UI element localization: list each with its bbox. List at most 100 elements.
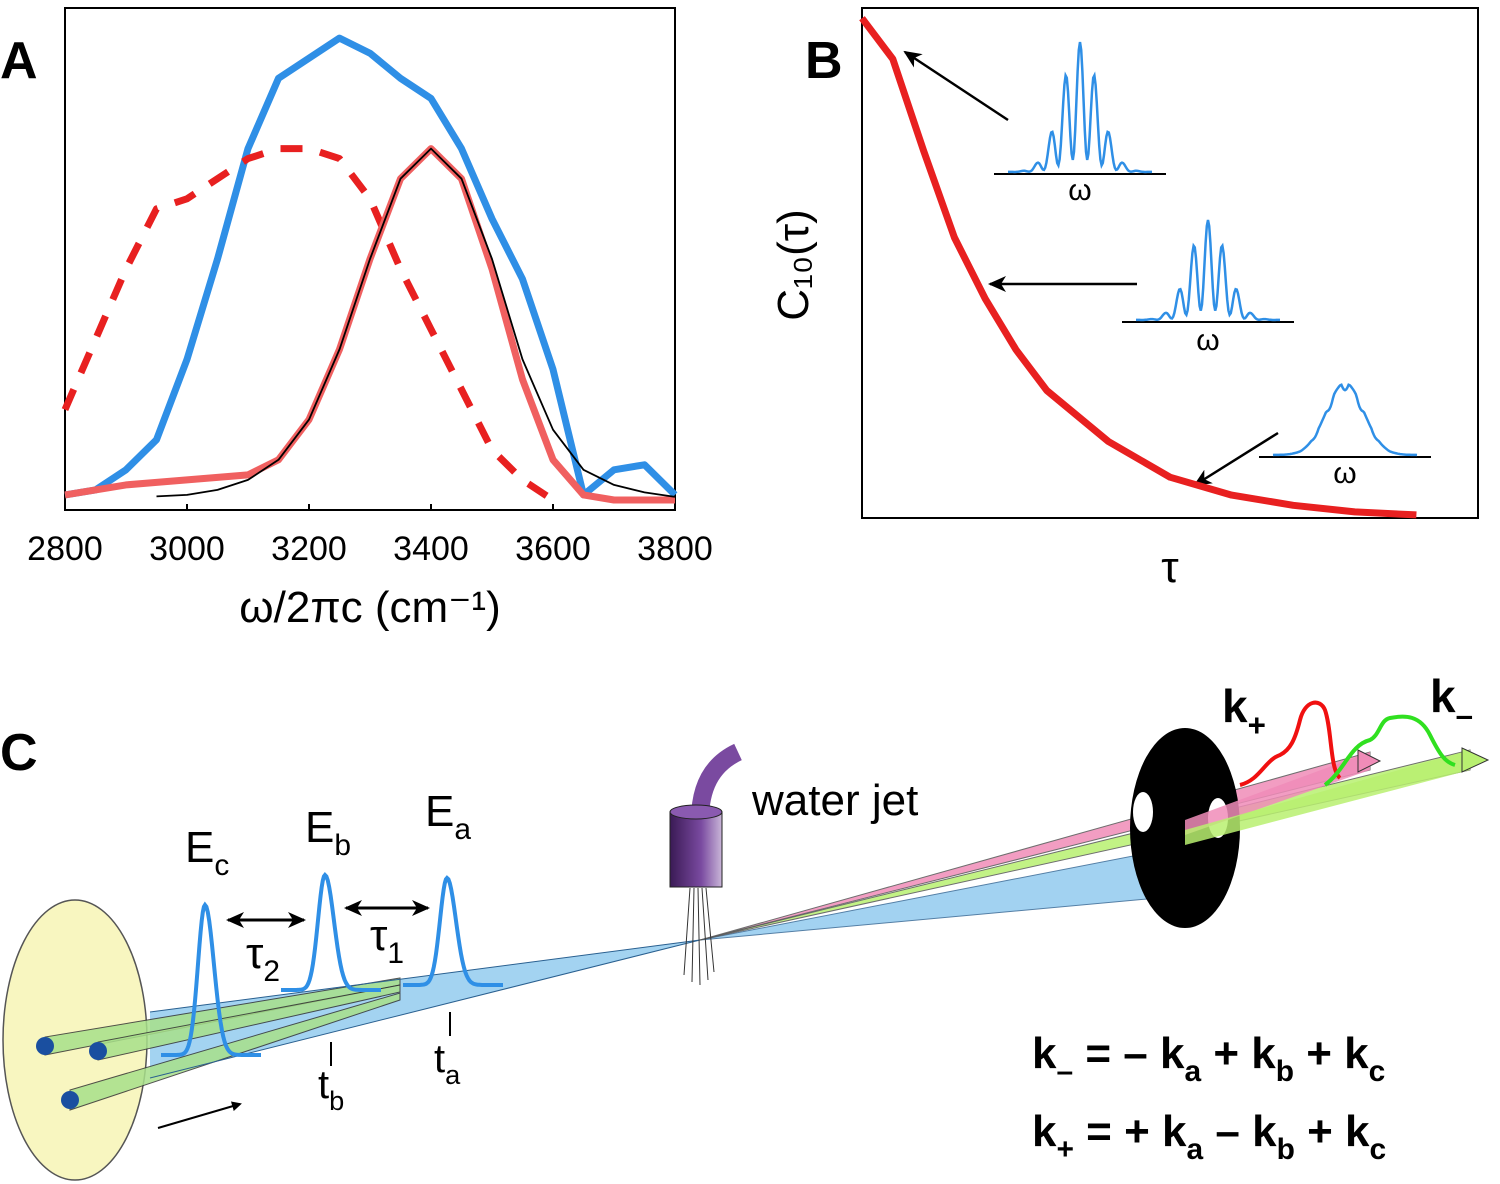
text: k (1252, 1107, 1277, 1156)
delay-label: τ2 (246, 929, 280, 988)
subscript: 2 (263, 955, 280, 988)
subscript: a (445, 1059, 461, 1090)
inset-label: ω (1068, 174, 1091, 207)
jet (683, 887, 715, 986)
setup (2, 50, 1490, 1181)
pulse (1239, 700, 1342, 787)
series-line (64, 145, 675, 504)
text: – (1203, 1107, 1252, 1156)
subscript: + (1248, 708, 1266, 743)
text: k (1032, 1107, 1057, 1156)
text: + (1295, 1107, 1345, 1156)
subscript: b (334, 829, 351, 862)
text: k (1251, 1029, 1276, 1078)
inset-label: ω (1333, 457, 1356, 490)
text: k (1032, 1029, 1057, 1078)
text: t (434, 1037, 445, 1081)
jet-label: water jet (751, 776, 918, 825)
text: k (1160, 1029, 1185, 1078)
subscript: b (329, 1085, 344, 1116)
hole (1133, 792, 1153, 832)
series-line (156, 147, 676, 498)
series-line (64, 34, 678, 499)
output-label: k+ (1222, 680, 1266, 743)
output-label: k– (1430, 670, 1473, 733)
water-jet (669, 743, 743, 986)
x-tick-label: 3200 (271, 530, 347, 568)
subscript: c (1369, 1055, 1386, 1088)
nozzle (669, 811, 723, 888)
time-label: tb (318, 1063, 344, 1116)
text: E (305, 803, 334, 852)
nozzle-top (669, 804, 723, 820)
equation: k– = – ka + kb + kc (1032, 1029, 1385, 1088)
time-label: ta (434, 1037, 461, 1090)
x-tick-label: 3800 (637, 530, 713, 568)
inset-spectrum (1272, 383, 1418, 457)
subscript: – (1056, 1055, 1073, 1088)
spot (36, 1037, 54, 1055)
text: k (1345, 1107, 1370, 1156)
x-axis-label: ω/2πc (cm⁻¹) (239, 583, 500, 632)
plot-frame (64, 7, 676, 511)
spot (61, 1091, 79, 1109)
text: k (1344, 1029, 1369, 1078)
y-axis-label: C₁₀(τ) (769, 209, 818, 321)
panel-label: B (805, 32, 843, 90)
equation: k+ = + ka – kb + kc (1032, 1107, 1386, 1166)
subscript: b (1277, 1133, 1295, 1166)
plot-frame (861, 7, 1479, 519)
pulse (281, 871, 381, 992)
text: + (1201, 1029, 1251, 1078)
pulse (1323, 714, 1456, 787)
subscript: + (1056, 1133, 1073, 1166)
pulse-label: Ea (425, 787, 471, 846)
text: E (425, 787, 454, 836)
subscript: a (1184, 1055, 1201, 1088)
x-tick-label: 3000 (149, 530, 225, 568)
inset-spectrum (1136, 219, 1280, 322)
inset-spectrum (1008, 41, 1152, 174)
beam (699, 844, 1191, 941)
panel-label: A (0, 32, 38, 90)
panel-label: C (0, 724, 38, 782)
subscript: c (214, 849, 229, 882)
beam (1185, 752, 1370, 835)
arrow-head (1357, 749, 1382, 773)
text: τ (370, 911, 388, 960)
subscript: c (1369, 1133, 1386, 1166)
subscript: a (454, 813, 471, 846)
beam-edge (149, 939, 701, 1013)
arrow-head (1461, 747, 1490, 773)
subscript: 1 (387, 937, 404, 970)
arrow (1193, 431, 1279, 487)
text: = – (1073, 1029, 1160, 1078)
text: = + (1074, 1107, 1162, 1156)
beam (1185, 750, 1470, 845)
pulse (403, 875, 503, 987)
pulse-label: Eb (305, 803, 351, 862)
series-line (859, 16, 1417, 519)
text: E (185, 823, 214, 872)
text: k (1162, 1107, 1187, 1156)
inset-label: ω (1196, 324, 1219, 357)
text: k (1222, 680, 1248, 732)
subscript: a (1187, 1133, 1204, 1166)
subscript: b (1276, 1055, 1294, 1088)
x-axis-label: τ (1161, 543, 1179, 592)
text: k (1430, 670, 1456, 722)
text: t (318, 1063, 329, 1107)
text: + (1294, 1029, 1344, 1078)
delay-label: τ1 (370, 911, 404, 970)
text: τ (246, 929, 264, 978)
arrow (903, 50, 1009, 122)
arrow (157, 1101, 242, 1129)
x-tick-label: 3400 (393, 530, 469, 568)
x-tick-label: 2800 (27, 530, 103, 568)
subscript: – (1456, 698, 1473, 733)
spot (89, 1042, 107, 1060)
pulse (161, 901, 261, 1057)
series-line (61, 145, 555, 503)
pulse-label: Ec (185, 823, 229, 882)
